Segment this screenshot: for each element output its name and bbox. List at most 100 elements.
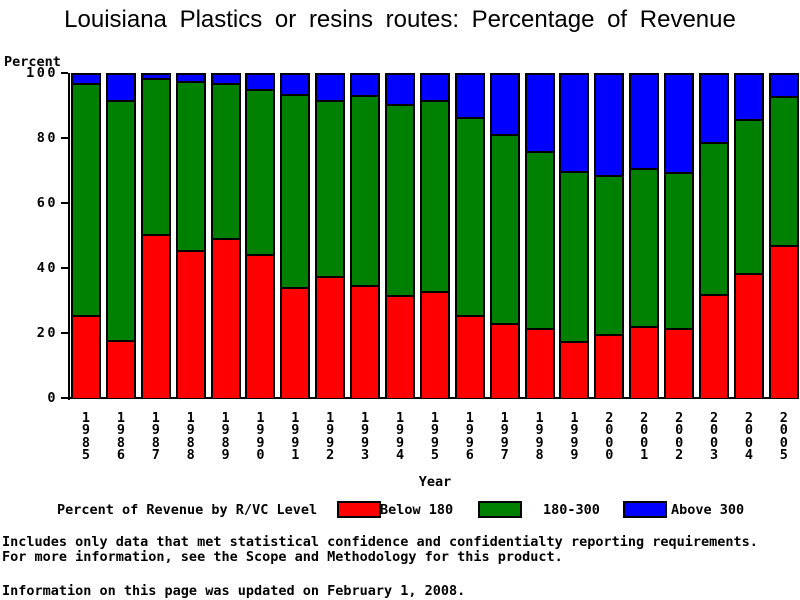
bar-2004 [733,73,764,398]
bar-segment-180-300 [210,83,241,238]
bar-segment-above-300 [140,73,171,78]
bar-segment-180-300 [245,89,276,254]
y-tick-mark [61,397,68,399]
bar-segment-below-180 [280,286,311,398]
bar-segment-above-300 [664,73,695,172]
bar-segment-180-300 [664,171,695,329]
bar-segment-above-300 [768,73,799,97]
bar-segment-above-300 [245,73,276,90]
bar-segment-180-300 [419,99,450,291]
legend-label-180-300: 180-300 [543,502,600,518]
bar-segment-below-180 [350,285,381,398]
bar-segment-180-300 [629,167,660,327]
bar-segment-180-300 [733,118,764,273]
bar-2001 [629,73,660,398]
footnote-text: Includes only data that met statistical … [2,535,758,564]
bar-2005 [768,73,799,398]
y-tick-mark [61,202,68,204]
bar-1988 [175,73,206,398]
legend-label-above-300: Above 300 [671,502,745,518]
bar-segment-180-300 [489,133,520,323]
bar-segment-below-180 [140,234,171,398]
bar-segment-above-300 [315,73,346,100]
bar-1989 [210,73,241,398]
bar-segment-below-180 [245,253,276,398]
bar-segment-above-300 [385,73,416,104]
y-tick-label: 60 [36,195,58,211]
y-tick-mark [61,267,68,269]
bar-segment-180-300 [385,103,416,295]
bar-segment-above-300 [71,73,101,83]
bar-segment-below-180 [489,322,520,398]
bar-segment-above-300 [105,73,136,100]
bar-segment-180-300 [524,151,555,329]
updated-note: Information on this page was updated on … [2,583,466,599]
footnote-line-1: Includes only data that met statistical … [2,534,758,550]
bar-segment-180-300 [350,95,381,286]
bar-1990 [245,73,276,398]
bar-segment-above-300 [454,73,485,118]
bar-segment-below-180 [175,250,206,398]
y-axis-line [68,73,70,400]
bar-segment-180-300 [768,96,799,246]
y-tick-label: 80 [36,130,58,146]
plot-area [71,73,799,398]
bar-segment-below-180 [594,333,625,398]
legend-swatch-180-300 [478,501,522,518]
bar-segment-below-180 [419,290,450,398]
bar-segment-180-300 [140,77,171,235]
bar-segment-above-300 [489,73,520,134]
bar-segment-above-300 [210,73,241,84]
bar-segment-180-300 [315,99,346,276]
legend-title: Percent of Revenue by R/VC Level [57,502,318,518]
y-axis-title: Percent [4,54,61,70]
y-tick-label: 20 [36,325,58,341]
bar-2003 [699,73,730,398]
bar-1999 [559,73,590,398]
bar-1996 [454,73,485,398]
y-tick-label: 0 [47,390,58,406]
y-tick-mark [61,137,68,139]
x-axis-line [68,397,799,399]
bar-segment-below-180 [559,341,590,398]
legend: Percent of Revenue by R/VC Level Below 1… [0,500,800,520]
bar-1986 [105,73,136,398]
bar-segment-below-180 [385,294,416,398]
bar-segment-below-180 [71,314,101,398]
x-axis-title: Year [418,474,452,490]
bar-segment-above-300 [594,73,625,176]
legend-swatch-above-300 [623,501,667,518]
bar-1997 [489,73,520,398]
bar-segment-above-300 [419,73,450,100]
bar-1985 [71,73,101,398]
bar-segment-180-300 [559,171,590,342]
legend-label-below-180: Below 180 [380,502,454,518]
bar-segment-below-180 [105,339,136,398]
y-tick-label: 40 [36,260,58,276]
legend-swatch-below-180 [337,501,381,518]
bar-segment-180-300 [454,117,485,316]
y-tick-mark [61,72,68,74]
bar-segment-180-300 [175,81,206,251]
bar-1992 [315,73,346,398]
bar-segment-above-300 [559,73,590,172]
